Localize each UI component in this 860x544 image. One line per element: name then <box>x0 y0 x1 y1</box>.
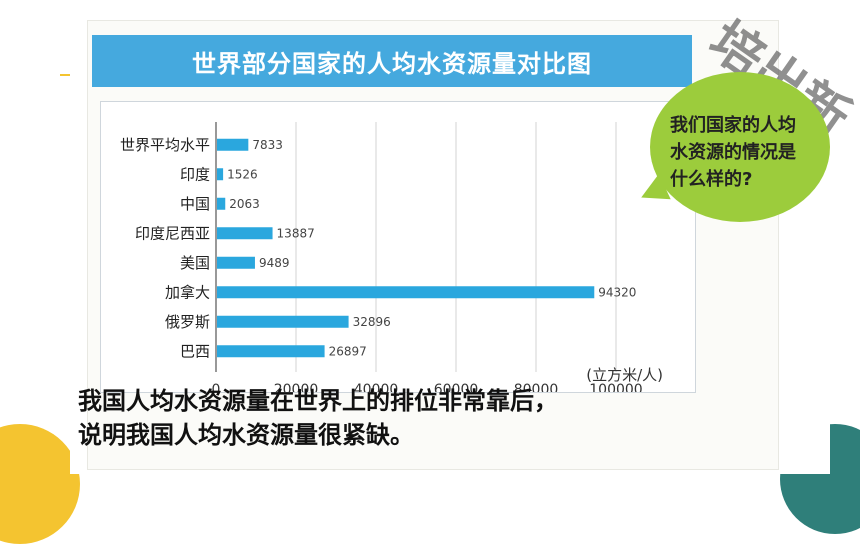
value-label: 7833 <box>252 138 283 152</box>
grid-lines <box>215 122 617 372</box>
value-label: 2063 <box>229 197 260 211</box>
bar <box>217 227 273 240</box>
chart-card: 世界部分国家的人均水资源量对比图 世界平均水平印度中国印度尼西亚美国加拿大俄罗斯… <box>87 20 779 470</box>
category-label: 世界平均水平 <box>120 136 210 154</box>
speech-bubble-text: 我们国家的人均 水资源的情况是 什么样的? <box>670 112 810 193</box>
value-label: 26897 <box>329 344 367 358</box>
bubble-line-2: 水资源的情况是 <box>670 142 796 163</box>
category-label: 中国 <box>180 195 210 213</box>
caption: 我国人均水资源量在世界上的排位非常靠后， 说明我国人均水资源量很紧缺。 <box>78 384 758 452</box>
value-label: 94320 <box>598 285 636 299</box>
decor-circle-yellow <box>0 424 80 544</box>
category-label: 印度 <box>180 165 210 183</box>
speech-bubble <box>650 72 830 222</box>
category-label: 加拿大 <box>165 283 210 301</box>
bar <box>217 168 224 181</box>
bubble-line-1: 我们国家的人均 <box>670 115 796 136</box>
bars <box>217 138 595 358</box>
category-label: 俄罗斯 <box>165 313 210 331</box>
bar <box>217 138 249 151</box>
caption-line-2: 说明我国人均水资源量很紧缺。 <box>78 421 414 449</box>
bubble-line-3: 什么样的? <box>670 169 753 190</box>
bar <box>217 286 595 299</box>
value-label: 32896 <box>353 315 391 329</box>
category-label: 美国 <box>180 254 210 272</box>
bar <box>217 197 226 210</box>
value-labels: 7833 1526 2063 13887 9489 94320 32896 26897 <box>227 138 636 359</box>
category-label: 印度尼西亚 <box>135 224 210 242</box>
chart-frame: 世界平均水平印度中国印度尼西亚美国加拿大俄罗斯巴西 7833 1526 2063 13… <box>100 101 696 398</box>
bar <box>217 315 349 328</box>
bar <box>217 345 325 358</box>
caption-line-1: 我国人均水资源量在世界上的排位非常靠后， <box>78 387 558 415</box>
chart-title: 世界部分国家的人均水资源量对比图 <box>92 35 692 87</box>
x-tick-label: 0 <box>212 382 221 392</box>
decor-line <box>60 74 70 76</box>
value-label: 1526 <box>227 167 258 181</box>
x-axis-label: (立方米/人) <box>586 366 663 384</box>
bar <box>217 256 255 269</box>
value-label: 13887 <box>277 226 315 240</box>
category-label: 巴西 <box>180 342 210 360</box>
value-label: 9489 <box>259 256 290 270</box>
